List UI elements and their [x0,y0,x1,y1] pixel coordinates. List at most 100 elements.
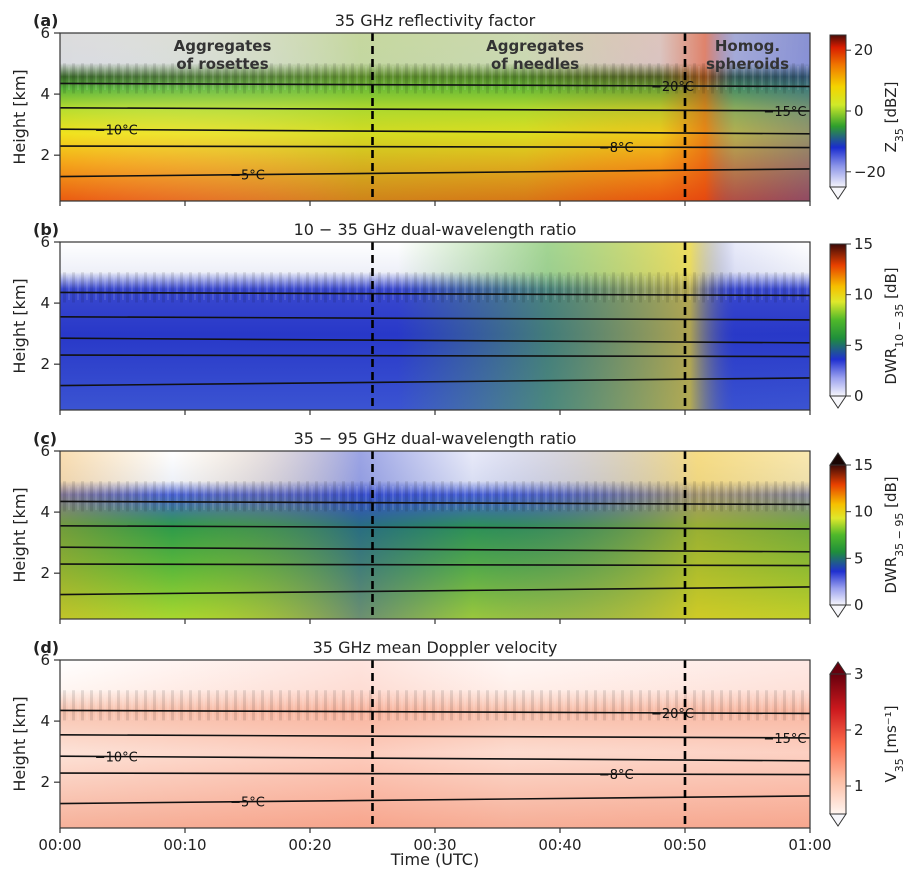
x-tick-label: 00:40 [538,836,581,854]
isotherm-line [59,734,811,739]
panel-title: 35 − 95 GHz dual-wavelength ratio [294,429,577,448]
x-tick-label: 00:20 [288,836,331,854]
isotherm-line [59,107,811,112]
panel-b: (b) 10 − 35 GHz dual-wavelength ratio 2 4 6 H… [10,220,906,415]
colorbar: 15 10 5 0 DWR35 − 95 [dB] [829,452,906,618]
colorbar-tick-label: 1 [854,777,864,795]
colorbar-tick-label: 15 [854,235,873,253]
y-tick-label: 2 [40,773,50,791]
isotherm-line [59,145,811,149]
isotherm-line [59,525,811,530]
panel-title: 35 GHz mean Doppler velocity [313,638,558,657]
colorbar-label: DWR35 − 95 [dB] [882,476,906,593]
isotherm-label: −15°C [763,732,806,747]
y-axis-label: Height [km] [10,696,29,791]
colorbar-extend-max [829,452,847,466]
colorbar-gradient [829,464,847,606]
isotherm-line [59,772,811,776]
colorbar-tick-label: 10 [854,503,873,521]
isotherm-line [59,563,811,567]
colorbar-gradient [829,34,847,188]
colorbar-tick-label: 5 [854,336,864,354]
isotherm-label: −5°C [230,169,265,184]
colorbar: 15 10 5 0 DWR10 − 35 [dB] [829,235,906,409]
y-axis-label: Height [km] [10,278,29,373]
regime-label-line2: of needles [491,55,579,73]
panel-letter: (a) [33,11,58,30]
colorbar-gradient [829,243,847,397]
x-tick-label: 00:30 [413,836,456,854]
colorbar-label: Z35 [dBZ] [882,82,906,153]
colorbar-tick-label: 2 [854,721,864,739]
isotherm-line [59,316,811,321]
regime-label-line1: Aggregates [486,37,584,55]
colorbar-label: V35 [ms⁻¹] [882,705,906,782]
isotherm-line [59,354,811,358]
isotherm-label: −15°C [763,105,806,120]
panel-title: 10 − 35 GHz dual-wavelength ratio [294,220,577,239]
isotherm-line [59,755,811,762]
x-tick-label: 00:50 [663,836,706,854]
colorbar-extend-min [829,813,847,827]
y-tick-label: 6 [40,651,50,669]
isotherm-line [59,337,811,344]
isotherm-label: −20°C [651,707,694,722]
colorbar-tick-label: −20 [854,163,886,181]
y-tick-label: 6 [40,24,50,42]
y-tick-label: 2 [40,146,50,164]
y-tick-label: 2 [40,564,50,582]
cloud-top-streaks [60,272,810,303]
cloud-top-streaks [60,690,810,721]
colorbar-extend-min [829,395,847,409]
panel-d: −5°C −8°C −10°C −15°C −20°C (d) 35 GHz mean Do… [10,638,906,854]
regime-label-line2: spheroids [706,55,789,73]
x-tick-label: 01:00 [788,836,831,854]
colorbar-label: DWR10 − 35 [dB] [882,267,906,384]
y-tick-label: 4 [40,503,50,521]
colorbar-tick-label: 0 [854,102,864,120]
colorbar-extend-min [829,186,847,200]
colorbar-extend-min [829,604,847,618]
colorbar-tick-label: 20 [854,41,873,59]
isotherm-line [59,546,811,553]
colorbar-tick-label: 3 [854,665,864,683]
colorbar-tick-label: 0 [854,387,864,405]
regime-label-line2: of rosettes [176,55,268,73]
colorbar-tick-label: 15 [854,456,873,474]
panel-letter: (d) [33,638,59,657]
isotherm-label: −10°C [95,124,138,139]
y-axis-label: Height [km] [10,487,29,582]
x-tick-label: 00:10 [163,836,206,854]
colorbar-gradient [829,673,847,815]
isotherm-label: −8°C [599,768,634,783]
y-tick-label: 4 [40,294,50,312]
colorbar-tick-label: 10 [854,286,873,304]
y-tick-label: 2 [40,355,50,373]
x-axis-label: Time (UTC) [390,850,479,869]
isotherm-label: −10°C [95,751,138,766]
colorbar-tick-label: 0 [854,596,864,614]
panel-title: 35 GHz reflectivity factor [335,11,536,30]
colorbar: 3 2 1 V35 [ms⁻¹] [829,661,906,827]
y-tick-label: 6 [40,233,50,251]
isotherm-label: −20°C [651,80,694,95]
colorbar: 20 0 −20 Z35 [dBZ] [829,34,906,200]
y-tick-label: 4 [40,712,50,730]
cloud-top-streaks [60,63,810,94]
y-axis-label: Height [km] [10,69,29,164]
isotherm-line [59,128,811,135]
panel-letter: (c) [33,429,57,448]
panel-c: (c) 35 − 95 GHz dual-wavelength ratio 2 4 6 H… [10,429,906,624]
isotherm-label: −8°C [599,141,634,156]
isotherm-label: −5°C [230,796,265,811]
cloud-top-streaks [60,481,810,512]
y-tick-label: 4 [40,85,50,103]
y-tick-label: 6 [40,442,50,460]
regime-label-line1: Homog. [715,37,780,55]
x-tick-label: 00:00 [38,836,81,854]
regime-label-line1: Aggregates [174,37,272,55]
colorbar-extend-max [829,661,847,675]
